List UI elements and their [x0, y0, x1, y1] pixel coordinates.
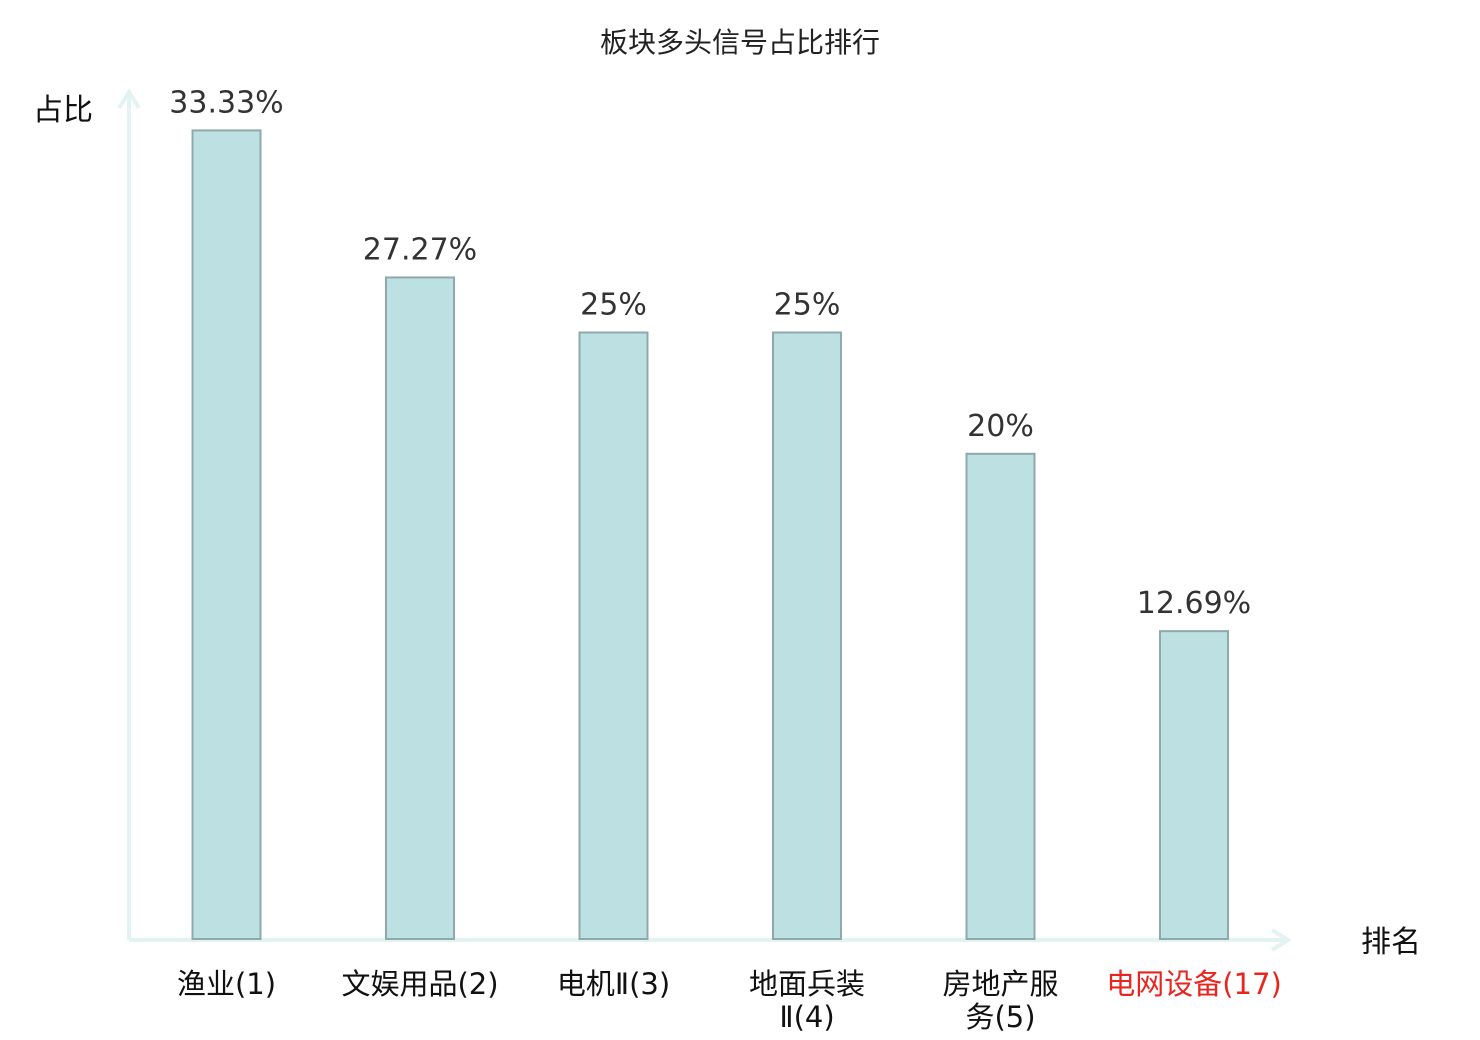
bar	[1159, 630, 1229, 941]
category-tick-label: 电机Ⅱ(3)	[557, 967, 670, 1001]
y-axis-label: 占比	[33, 93, 93, 128]
bar-series	[191, 129, 1229, 941]
x-axis-label: 排名	[1361, 925, 1421, 960]
category-labels: 渔业(1) 文娱用品(2) 电机Ⅱ(3) 地面兵装 Ⅱ(4) 房地产服务(5) 电网设备(1…	[177, 967, 1282, 1034]
data-label: 12.69%	[1137, 586, 1251, 621]
data-label: 33.33%	[169, 85, 283, 120]
data-label: 27.27%	[363, 232, 477, 267]
bar	[578, 331, 649, 940]
category-tick-label: 电网设备(17)	[1106, 967, 1282, 1001]
data-label: 25%	[774, 288, 841, 323]
category-tick-label: 文娱用品(2)	[341, 967, 498, 1001]
category-tick-label: 地面兵装 Ⅱ(4)	[749, 967, 865, 1034]
value-labels: 33.33% 27.27% 25% 25% 20% 12.69%	[169, 85, 1251, 621]
bar	[965, 452, 1036, 940]
x-axis-arrow-icon	[1270, 928, 1292, 952]
category-tick-label: 房地产服务(5)	[942, 967, 1058, 1034]
bar	[772, 331, 842, 940]
bar	[385, 276, 455, 940]
chart-title: 板块多头信号占比排行	[600, 26, 880, 59]
bar	[191, 129, 262, 941]
data-label: 25%	[580, 288, 647, 323]
y-axis-arrow-icon	[117, 88, 141, 110]
category-tick-label: 渔业(1)	[177, 967, 276, 1001]
data-label: 20%	[967, 409, 1034, 444]
